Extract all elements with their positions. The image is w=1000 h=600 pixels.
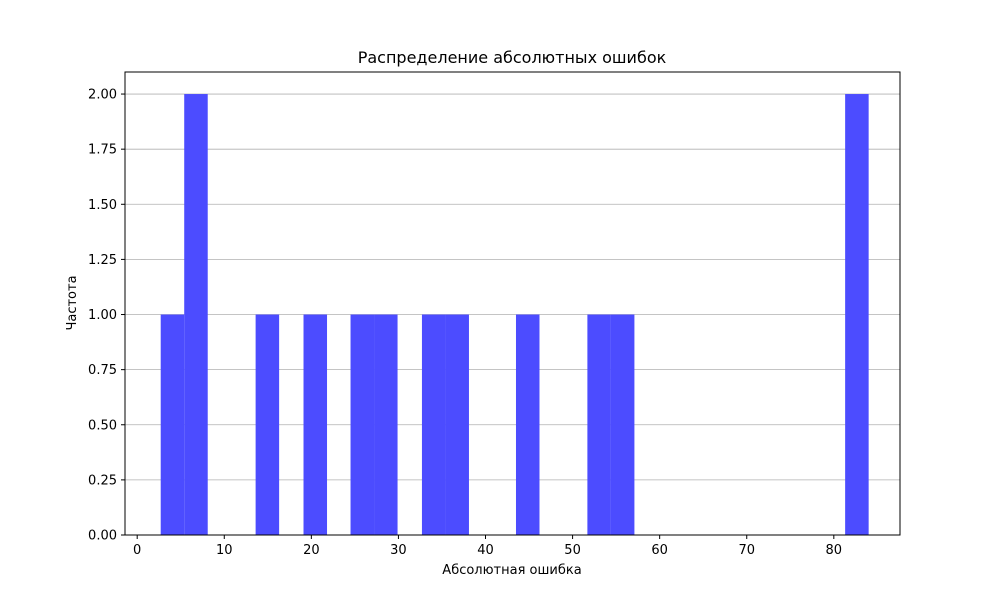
histogram-bar xyxy=(350,314,375,535)
x-tick-label: 0 xyxy=(133,543,141,558)
grid-lines xyxy=(125,93,900,536)
histogram-bar xyxy=(160,314,185,535)
y-tick-label: 1.50 xyxy=(88,198,117,213)
histogram-bar xyxy=(845,94,869,536)
y-tick-label: 0.00 xyxy=(88,529,117,544)
histogram-bar xyxy=(374,314,398,535)
x-tick-label: 60 xyxy=(651,543,668,558)
histogram-bar xyxy=(303,314,328,535)
histogram-bar xyxy=(255,314,280,535)
x-axis-label: Абсолютная ошибка xyxy=(442,563,581,578)
x-tick-label: 40 xyxy=(477,543,494,558)
y-axis-label: Частота xyxy=(65,275,80,330)
plot-area-frame xyxy=(124,71,901,536)
x-tick-label: 50 xyxy=(564,543,581,558)
x-tick-label: 70 xyxy=(738,543,755,558)
histogram-bar xyxy=(445,314,469,535)
y-tick-label: 1.00 xyxy=(88,308,117,323)
histogram-bar xyxy=(515,314,540,535)
y-tick-label: 0.50 xyxy=(88,418,117,433)
x-tick-label: 10 xyxy=(216,543,233,558)
histogram-bars xyxy=(160,94,869,536)
x-tick-label: 20 xyxy=(303,543,320,558)
y-tick-label: 2.00 xyxy=(88,88,117,103)
y-tick-label: 0.75 xyxy=(88,363,117,378)
x-axis-ticks: 0 10 20 30 40 50 60 70 80 xyxy=(133,535,842,558)
y-tick-label: 1.75 xyxy=(88,143,117,158)
histogram-bar xyxy=(184,94,208,536)
x-tick-label: 30 xyxy=(390,543,407,558)
x-tick-label: 80 xyxy=(826,543,843,558)
histogram-bar xyxy=(587,314,611,535)
histogram-bar xyxy=(610,314,635,535)
y-axis-ticks: 0.00 0.25 0.50 0.75 1.00 1.25 1.50 1.75 2.00 xyxy=(88,88,125,544)
y-tick-label: 1.25 xyxy=(88,253,117,268)
y-tick-label: 0.25 xyxy=(88,473,117,488)
chart-title: Распределение абсолютных ошибок xyxy=(358,48,667,67)
histogram-bar xyxy=(421,314,446,535)
